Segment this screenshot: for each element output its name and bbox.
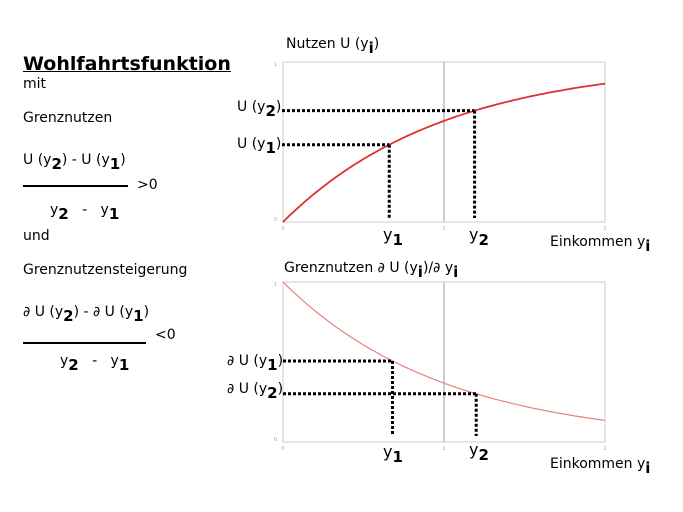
y-tick-label: 1	[274, 62, 277, 68]
text-steigerung: Grenznutzensteigerung	[23, 262, 188, 278]
chart1-x2-label: y2	[469, 225, 489, 249]
chart2-x2-label: y2	[469, 440, 489, 464]
text-mit: mit	[23, 76, 47, 92]
chart2-v1-label: ∂ U (y1)	[227, 353, 284, 374]
title: Wohlfahrtsfunktion	[23, 53, 231, 75]
frac1-relation: >0	[137, 177, 158, 193]
text-grenznutzen: Grenznutzen	[23, 110, 113, 126]
chart2-title: Grenznutzen ∂ U (yi)/∂ yi	[284, 260, 459, 281]
frac2-numerator: ∂ U (y2) - ∂ U (y1)	[23, 304, 150, 325]
curve	[282, 82, 606, 223]
chart2-x1-label: y1	[383, 442, 403, 466]
x-tick-label: 0	[281, 226, 284, 232]
frac2-denominator: y2 - y1	[60, 353, 130, 374]
x-tick-label: 2	[603, 226, 606, 232]
chart1-title: Nutzen U (yi)	[286, 36, 380, 57]
frac2-relation: <0	[155, 327, 176, 343]
y-tick-label: 1	[274, 282, 277, 288]
chart1-v1-label: U (y1)	[237, 136, 282, 157]
x-tick-label: 0	[281, 446, 284, 452]
chart1-x1-label: y1	[383, 225, 403, 249]
x-tick-label: 1	[442, 446, 445, 452]
chart1-v2-label: U (y2)	[237, 99, 282, 120]
y-tick-label: 0	[274, 217, 277, 223]
chart2-xlabel: Einkommen yi	[550, 456, 651, 477]
x-tick-label: 1	[442, 226, 445, 232]
frac1-numerator: U (y2) - U (y1)	[23, 152, 126, 173]
frac1-denominator: y2 - y1	[50, 202, 120, 223]
curve	[282, 281, 606, 421]
frac1-line	[23, 185, 128, 187]
x-tick-label: 2	[603, 446, 606, 452]
frac2-line	[23, 342, 146, 344]
chart2-v2-label: ∂ U (y2)	[227, 381, 284, 402]
text-und: und	[23, 228, 50, 244]
y-tick-label: 0	[274, 437, 277, 443]
chart1-xlabel: Einkommen yi	[550, 234, 651, 255]
